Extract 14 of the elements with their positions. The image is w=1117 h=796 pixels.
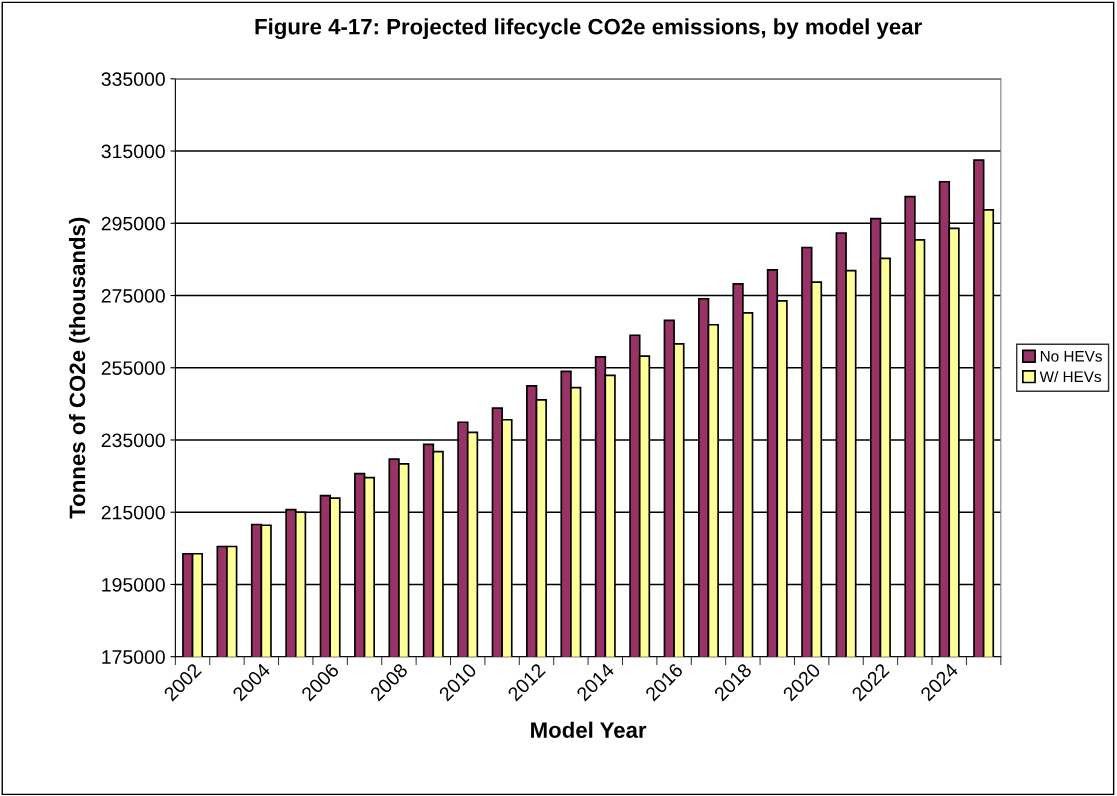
y-tick-label: 315000 bbox=[101, 144, 165, 159]
y-axis-title: Tonnes of CO2e (thousands) bbox=[68, 217, 90, 519]
y-tick-label: 235000 bbox=[101, 433, 165, 448]
y-tick-label: 275000 bbox=[101, 288, 165, 303]
y-tick-label: 195000 bbox=[102, 577, 165, 592]
y-tick-label: 175000 bbox=[102, 650, 165, 664]
y-tick-label: 215000 bbox=[101, 505, 165, 520]
y-tick-label: 295000 bbox=[101, 216, 165, 231]
legend-label: W/ HEVs bbox=[1039, 370, 1102, 383]
y-tick-label: 255000 bbox=[101, 361, 165, 375]
chart-title: Figure 4-17: Projected lifecycle CO2e emissions, by model year bbox=[255, 18, 922, 40]
y-tick-label: 335000 bbox=[101, 72, 165, 87]
x-axis-title: Model Year bbox=[531, 721, 647, 738]
legend-label: No HEVs bbox=[1040, 351, 1102, 362]
